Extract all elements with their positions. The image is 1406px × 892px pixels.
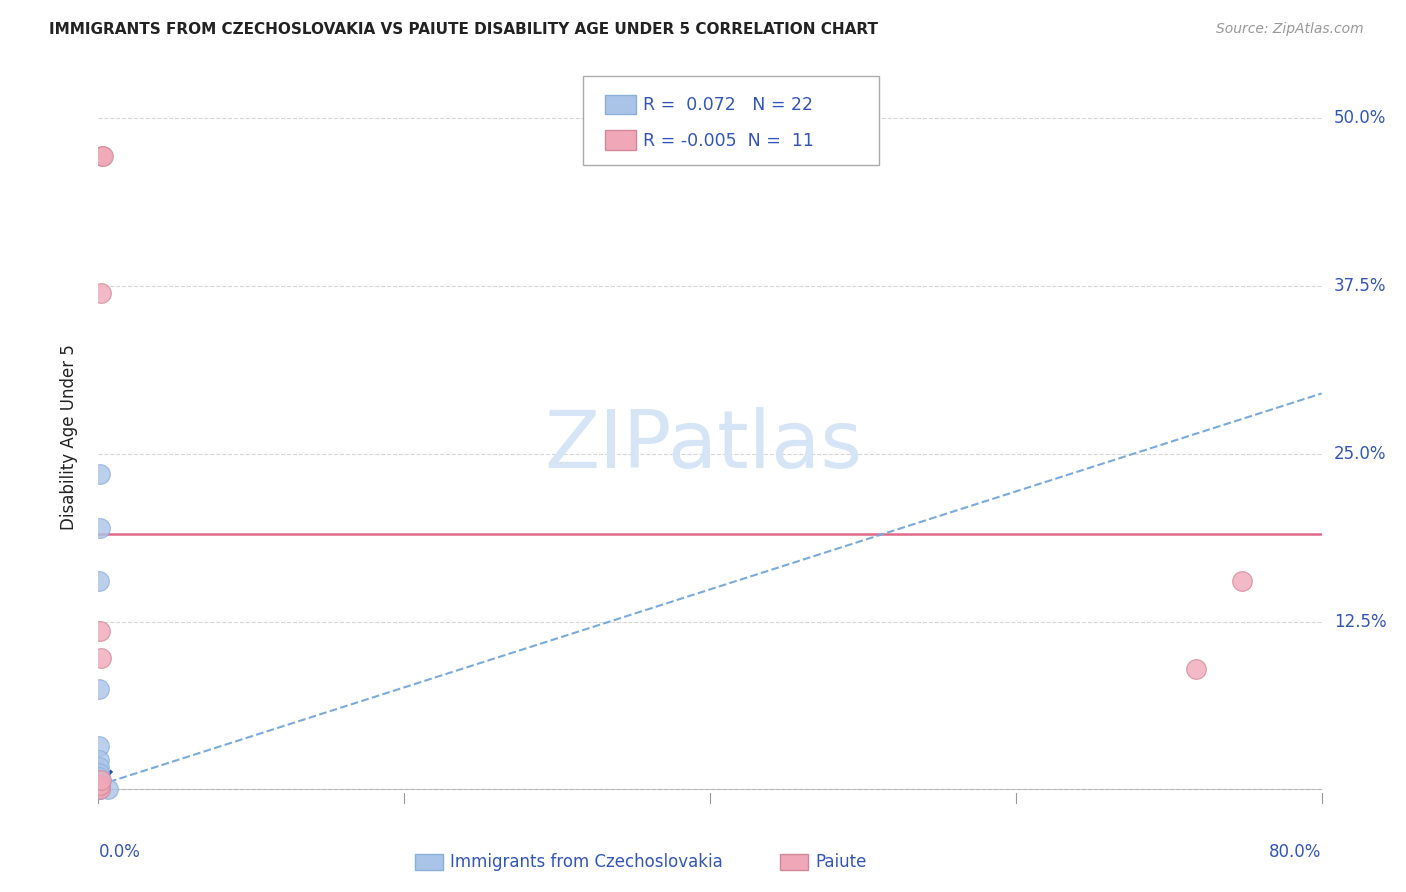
Text: Source: ZipAtlas.com: Source: ZipAtlas.com [1216, 22, 1364, 37]
Text: 0.0%: 0.0% [98, 843, 141, 861]
Point [89, 574, 111, 589]
Point [89, 782, 111, 797]
Point [87, 759, 110, 773]
Point [1230, 574, 1253, 589]
Point [1185, 662, 1208, 676]
Y-axis label: Disability Age Under 5: Disability Age Under 5 [59, 344, 77, 530]
Text: IMMIGRANTS FROM CZECHOSLOVAKIA VS PAIUTE DISABILITY AGE UNDER 5 CORRELATION CHAR: IMMIGRANTS FROM CZECHOSLOVAKIA VS PAIUTE… [49, 22, 879, 37]
Point [87, 739, 110, 754]
Text: 12.5%: 12.5% [1334, 613, 1386, 631]
Point [87, 782, 110, 797]
Point [87, 753, 110, 767]
Text: R = -0.005  N =  11: R = -0.005 N = 11 [643, 132, 814, 150]
Point [91, 149, 114, 163]
Point [89, 521, 111, 535]
Point [97, 782, 120, 797]
Point [89, 780, 111, 794]
Text: Paiute: Paiute [815, 853, 868, 871]
Point [87, 772, 110, 787]
Text: ZIPatlas: ZIPatlas [544, 407, 862, 485]
Point [87, 782, 110, 797]
Point [87, 780, 110, 795]
Point [91, 149, 114, 163]
Point [87, 766, 110, 780]
Point [90, 651, 112, 665]
Point [87, 772, 110, 787]
Point [89, 681, 111, 696]
Text: R =  0.072   N = 22: R = 0.072 N = 22 [643, 96, 813, 114]
Text: 50.0%: 50.0% [1334, 110, 1386, 128]
Point [89, 780, 111, 794]
Point [87, 778, 110, 792]
Text: Immigrants from Czechoslovakia: Immigrants from Czechoslovakia [450, 853, 723, 871]
Point [89, 782, 111, 797]
Point [87, 782, 110, 797]
Point [90, 772, 112, 787]
Text: 25.0%: 25.0% [1334, 445, 1386, 463]
Point [90, 285, 112, 300]
Point [87, 778, 110, 792]
Point [89, 624, 111, 638]
Text: 37.5%: 37.5% [1334, 277, 1386, 295]
Point [87, 770, 110, 784]
Text: 80.0%: 80.0% [1270, 843, 1322, 861]
Point [87, 780, 110, 795]
Point [89, 780, 111, 795]
Point [89, 778, 111, 792]
Point [89, 467, 111, 481]
